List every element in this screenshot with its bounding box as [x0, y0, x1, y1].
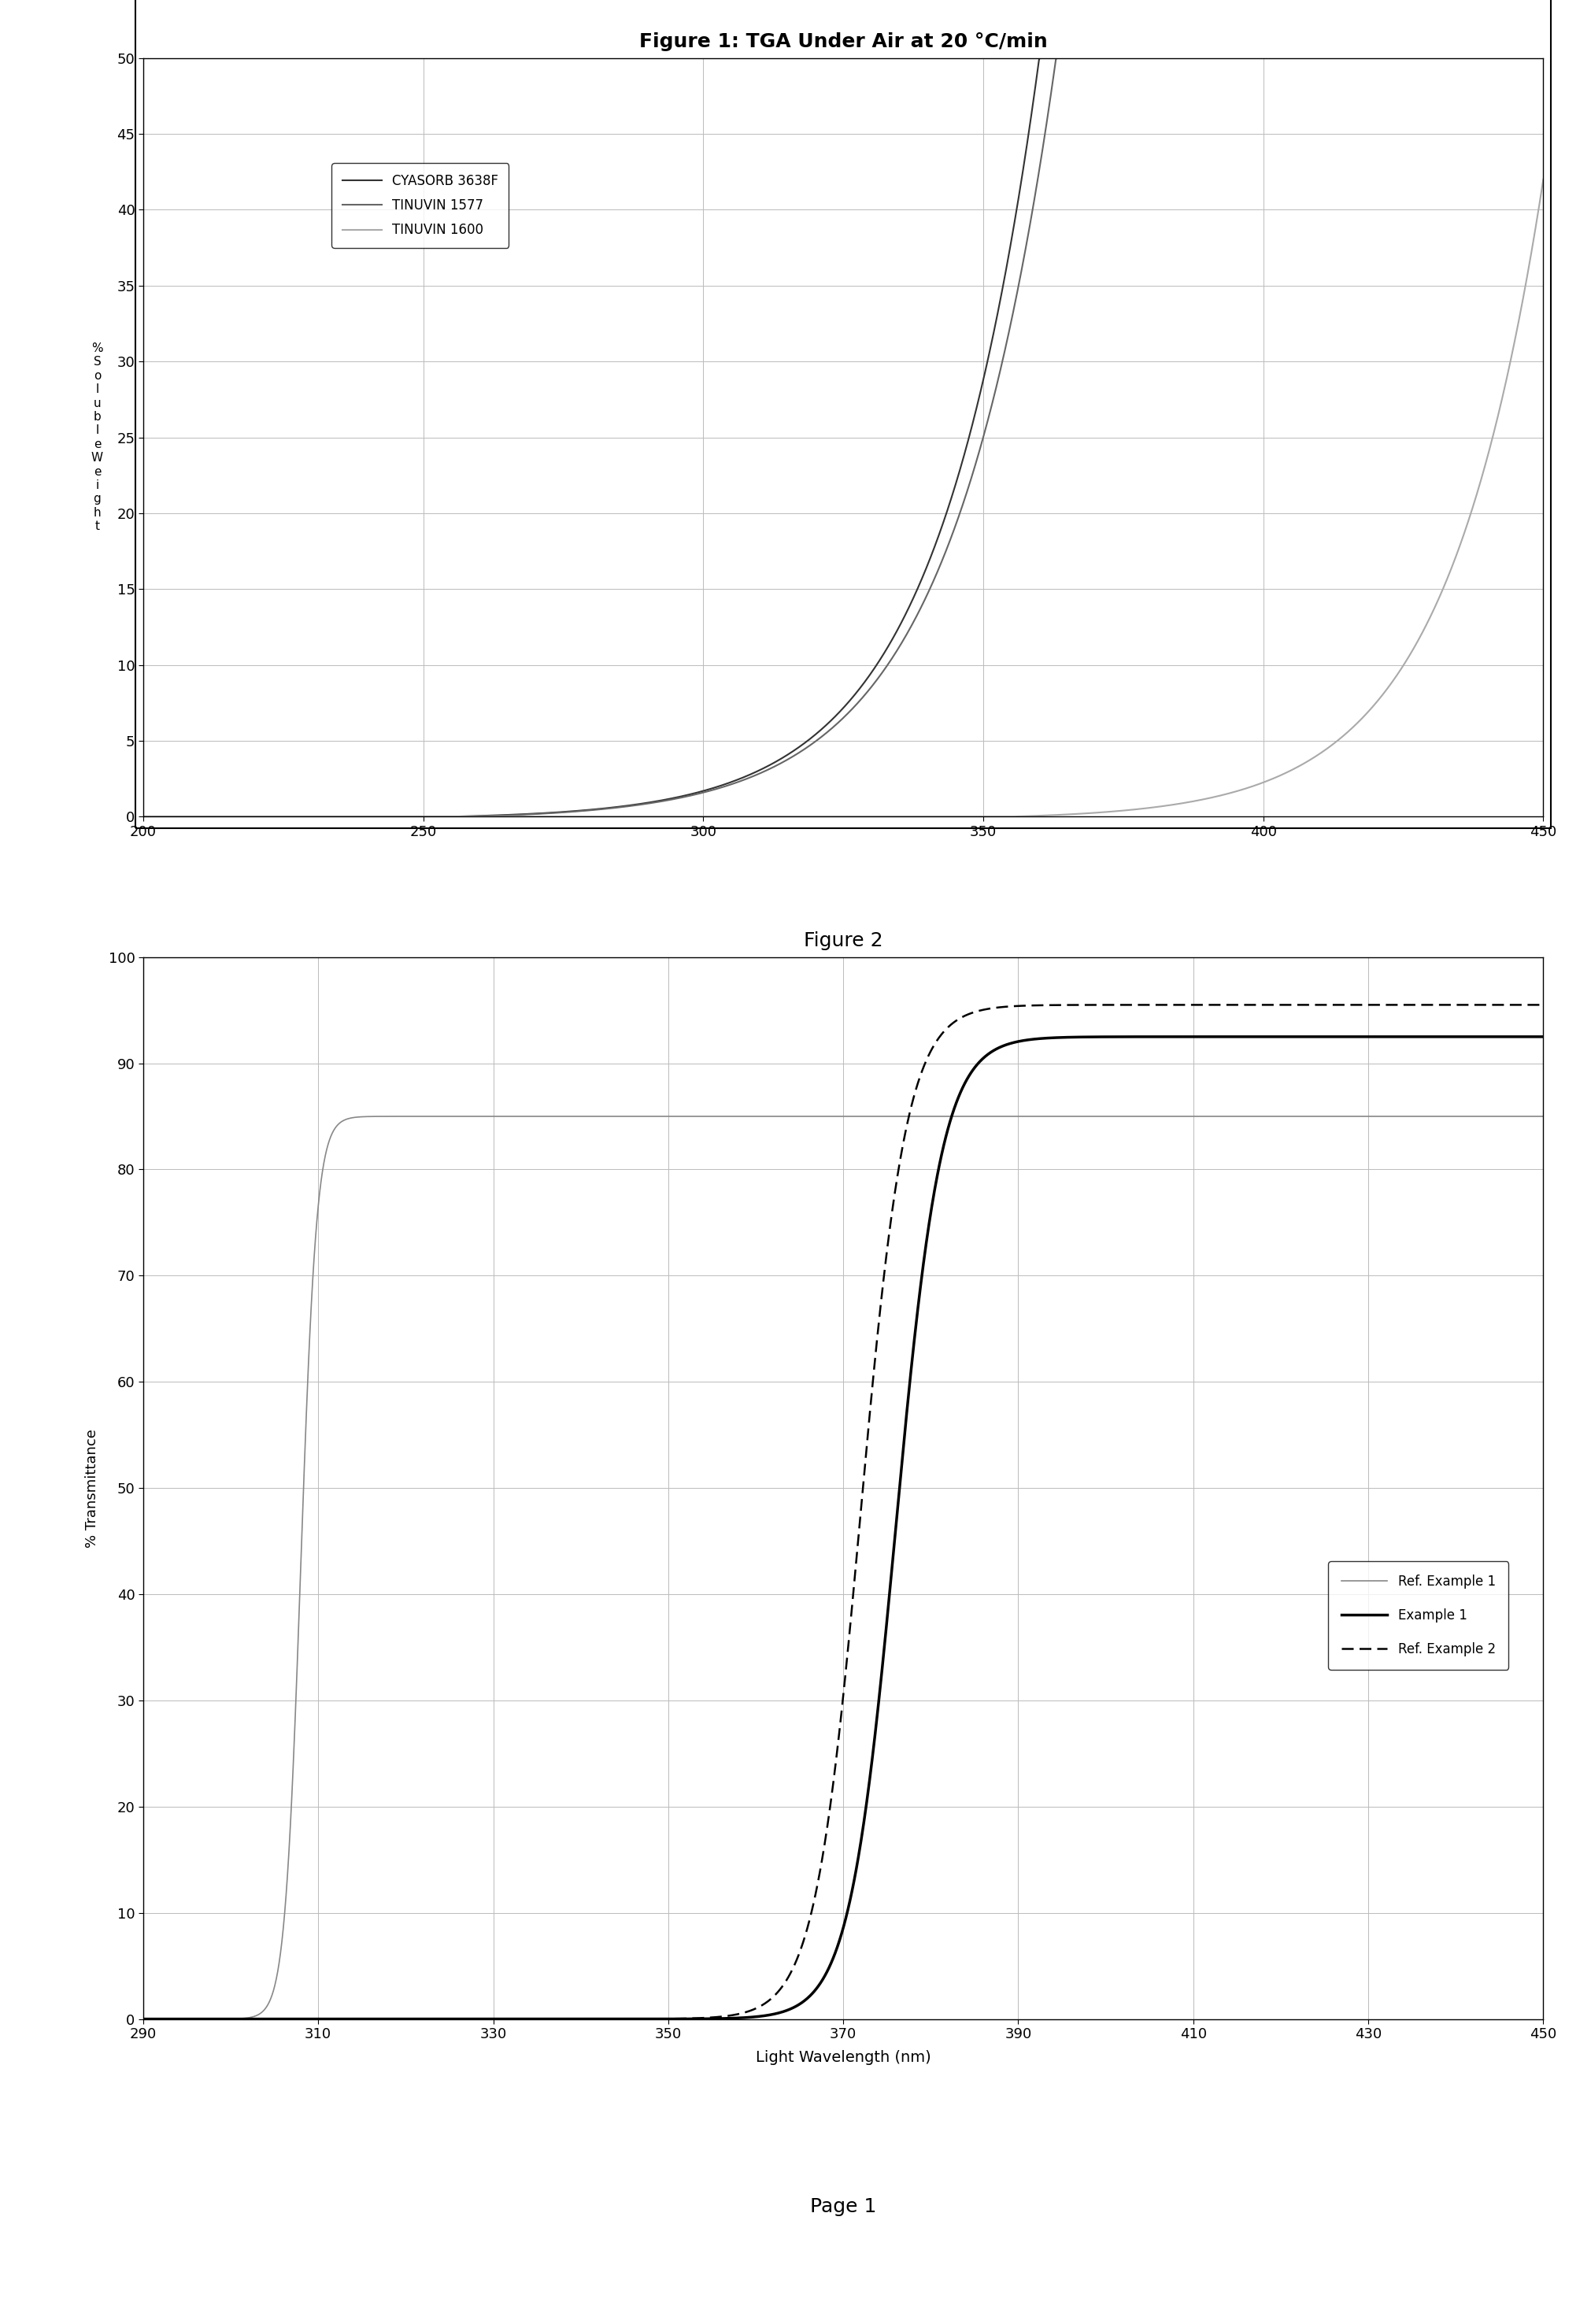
- Ref. Example 1: [134, 2006, 153, 2034]
- TINUVIN 1577: [815, 720, 834, 748]
- Line: Ref. Example 2: Ref. Example 2: [143, 1004, 1543, 2020]
- Example 1: [1534, 1023, 1553, 1050]
- Example 1: [205, 2006, 224, 2034]
- TINUVIN 1577: [1047, 44, 1066, 72]
- TINUVIN 1577: [1534, 44, 1553, 72]
- Example 1: [1236, 1023, 1255, 1050]
- Ref. Example 1: [1534, 1102, 1553, 1129]
- Ref. Example 2: [1492, 990, 1511, 1018]
- TINUVIN 1600: [1236, 774, 1255, 802]
- CYASORB 3638F: [1492, 44, 1511, 72]
- Ref. Example 2: [815, 1834, 834, 1862]
- Line: TINUVIN 1600: TINUVIN 1600: [143, 179, 1543, 816]
- TINUVIN 1600: [205, 802, 224, 830]
- CYASORB 3638F: [1494, 44, 1513, 72]
- Example 1: [1492, 1023, 1511, 1050]
- CYASORB 3638F: [778, 741, 797, 769]
- CYASORB 3638F: [1029, 44, 1048, 72]
- CYASORB 3638F: [1236, 44, 1255, 72]
- Title: Figure 2: Figure 2: [803, 932, 883, 951]
- TINUVIN 1577: [134, 802, 153, 830]
- CYASORB 3638F: [134, 802, 153, 830]
- Line: CYASORB 3638F: CYASORB 3638F: [143, 58, 1543, 816]
- CYASORB 3638F: [205, 802, 224, 830]
- Ref. Example 2: [1492, 990, 1511, 1018]
- Line: Example 1: Example 1: [143, 1037, 1543, 2020]
- TINUVIN 1600: [134, 802, 153, 830]
- Ref. Example 1: [584, 1102, 603, 1129]
- Y-axis label: % Transmittance: % Transmittance: [86, 1429, 100, 1548]
- Line: Ref. Example 1: Ref. Example 1: [143, 1116, 1543, 2020]
- Ref. Example 1: [778, 1102, 797, 1129]
- Ref. Example 1: [1236, 1102, 1255, 1129]
- Example 1: [134, 2006, 153, 2034]
- TINUVIN 1600: [1492, 386, 1511, 414]
- X-axis label: Light Wavelength (nm): Light Wavelength (nm): [756, 2050, 931, 2066]
- Y-axis label: %
S
o
l
u
b
l
e
W
e
i
g
h
t: % S o l u b l e W e i g h t: [91, 342, 103, 532]
- TINUVIN 1577: [778, 746, 797, 774]
- Ref. Example 1: [815, 1102, 834, 1129]
- TINUVIN 1577: [1236, 44, 1255, 72]
- CYASORB 3638F: [815, 713, 834, 741]
- TINUVIN 1600: [778, 802, 797, 830]
- Example 1: [778, 1996, 797, 2024]
- Example 1: [815, 1964, 834, 1992]
- Ref. Example 2: [205, 2006, 224, 2034]
- TINUVIN 1600: [815, 802, 834, 830]
- CYASORB 3638F: [1534, 44, 1553, 72]
- Ref. Example 2: [1236, 990, 1255, 1018]
- TINUVIN 1577: [1494, 44, 1513, 72]
- Example 1: [1492, 1023, 1511, 1050]
- Ref. Example 1: [1492, 1102, 1511, 1129]
- TINUVIN 1577: [1492, 44, 1511, 72]
- Title: Figure 1: TGA Under Air at 20 °C/min: Figure 1: TGA Under Air at 20 °C/min: [640, 33, 1047, 51]
- TINUVIN 1600: [1534, 165, 1553, 193]
- Legend: CYASORB 3638F, TINUVIN 1577, TINUVIN 1600: CYASORB 3638F, TINUVIN 1577, TINUVIN 160…: [333, 163, 509, 249]
- TINUVIN 1600: [1492, 381, 1511, 409]
- Line: TINUVIN 1577: TINUVIN 1577: [143, 58, 1543, 816]
- Legend: Ref. Example 1, Example 1, Ref. Example 2: Ref. Example 1, Example 1, Ref. Example …: [1328, 1562, 1508, 1669]
- Text: Page 1: Page 1: [810, 2199, 877, 2217]
- Ref. Example 1: [205, 2006, 224, 2034]
- TINUVIN 1577: [205, 802, 224, 830]
- Ref. Example 1: [1494, 1102, 1513, 1129]
- Ref. Example 2: [134, 2006, 153, 2034]
- Ref. Example 2: [1534, 990, 1553, 1018]
- Ref. Example 2: [778, 1966, 797, 1994]
